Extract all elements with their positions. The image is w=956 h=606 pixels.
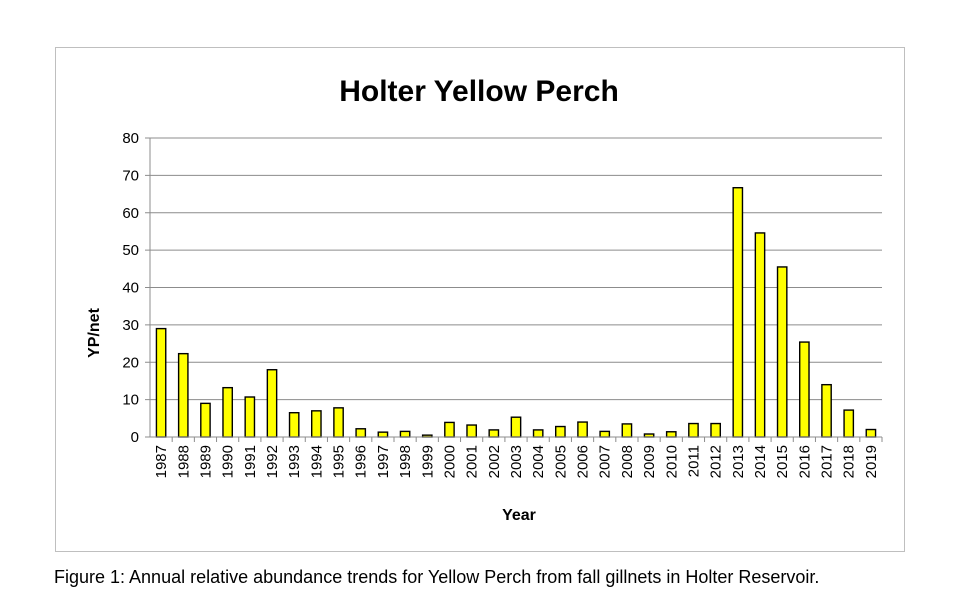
x-tick-label: 2012 — [708, 445, 725, 478]
bar — [444, 421, 455, 438]
bar — [754, 232, 766, 438]
x-tick-label: 2002 — [486, 445, 503, 478]
bar — [377, 431, 389, 438]
x-tick-label: 1998 — [397, 445, 414, 478]
bar — [732, 187, 744, 438]
bar — [821, 383, 832, 438]
bar — [355, 428, 367, 438]
bar — [466, 424, 477, 438]
bar — [865, 428, 877, 438]
bar — [710, 422, 721, 438]
bar — [688, 422, 699, 438]
y-axis-title: YP/net — [86, 307, 103, 357]
bar — [333, 407, 344, 438]
bar — [200, 402, 211, 438]
bar — [510, 416, 522, 438]
y-tick-label: 10 — [122, 392, 139, 409]
bar — [776, 266, 788, 438]
bar — [555, 425, 566, 438]
x-tick-label: 2004 — [530, 445, 547, 478]
bar — [244, 396, 256, 438]
x-tick-label: 2015 — [774, 445, 791, 478]
x-tick-label: 1993 — [286, 445, 303, 478]
y-tick-label: 40 — [122, 280, 139, 297]
x-tick-label: 2000 — [441, 445, 458, 478]
bar — [665, 431, 677, 438]
x-axis-title: Year — [502, 507, 536, 524]
y-tick-labels: 0 10 20 30 40 50 60 70 80 — [122, 130, 139, 446]
figure-caption: Figure 1: Annual relative abundance tren… — [54, 567, 820, 587]
x-tick-label: 1990 — [220, 445, 237, 478]
bar — [266, 369, 278, 438]
bar — [288, 412, 300, 438]
x-tick-label: 1987 — [153, 445, 170, 478]
x-tick-label: 2010 — [663, 445, 680, 478]
x-tick-label: 1997 — [375, 445, 392, 478]
x-tick-label: 1995 — [331, 445, 348, 478]
y-tick-label: 60 — [122, 205, 139, 222]
x-tick-label: 2011 — [685, 445, 702, 477]
bar — [222, 386, 233, 438]
y-tick-label: 0 — [131, 429, 139, 446]
x-tick-label: 1988 — [175, 445, 192, 478]
x-tick-label: 2017 — [819, 445, 836, 478]
x-tick-label: 2018 — [841, 445, 858, 478]
bar — [155, 327, 167, 438]
bar-chart: Holter Yellow Perch 0 10 20 30 40 50 60 70 80 19… — [86, 75, 883, 524]
x-tick-label: 2003 — [508, 445, 525, 478]
y-tick-label: 80 — [122, 130, 139, 147]
bar — [599, 430, 611, 438]
x-tick-label: 2009 — [641, 445, 658, 478]
bar — [399, 430, 411, 438]
x-tick-label: 1992 — [264, 445, 281, 478]
bar — [621, 423, 633, 438]
x-tick-label: 2006 — [575, 445, 592, 478]
bar — [799, 341, 810, 438]
bar — [488, 429, 500, 438]
x-tick-label: 2013 — [730, 445, 747, 478]
y-tick-label: 20 — [122, 354, 139, 371]
bar — [843, 409, 855, 438]
x-tick-label: 2019 — [863, 445, 880, 478]
chart-title: Holter Yellow Perch — [339, 75, 619, 108]
x-tick-label: 2005 — [552, 445, 569, 478]
bar — [532, 429, 544, 438]
chart-frame: Holter Yellow Perch 0 10 20 30 40 50 60 70 80 19… — [55, 47, 905, 552]
x-tick-label: 2014 — [752, 445, 769, 478]
gridlines — [145, 137, 883, 442]
x-tick-label: 1994 — [308, 445, 325, 478]
x-tick-label: 2008 — [619, 445, 636, 478]
bar — [577, 421, 588, 438]
bar — [177, 352, 189, 438]
x-tick-label: 1996 — [353, 445, 370, 478]
x-tick-label: 2001 — [464, 445, 481, 478]
x-tick-label: 1989 — [197, 445, 214, 478]
y-tick-label: 50 — [122, 242, 139, 259]
y-tick-label: 70 — [122, 167, 139, 184]
y-tick-label: 30 — [122, 317, 139, 334]
x-tick-label: 2016 — [796, 445, 813, 478]
x-tick-label: 1991 — [242, 445, 259, 478]
x-tick-label: 1999 — [419, 445, 436, 478]
x-tick-label: 2007 — [597, 445, 614, 478]
x-tick-labels: 1987 1988 1989 1990 1991 1992 1993 1994 1995 1996… — [153, 445, 880, 478]
bar — [311, 410, 322, 438]
